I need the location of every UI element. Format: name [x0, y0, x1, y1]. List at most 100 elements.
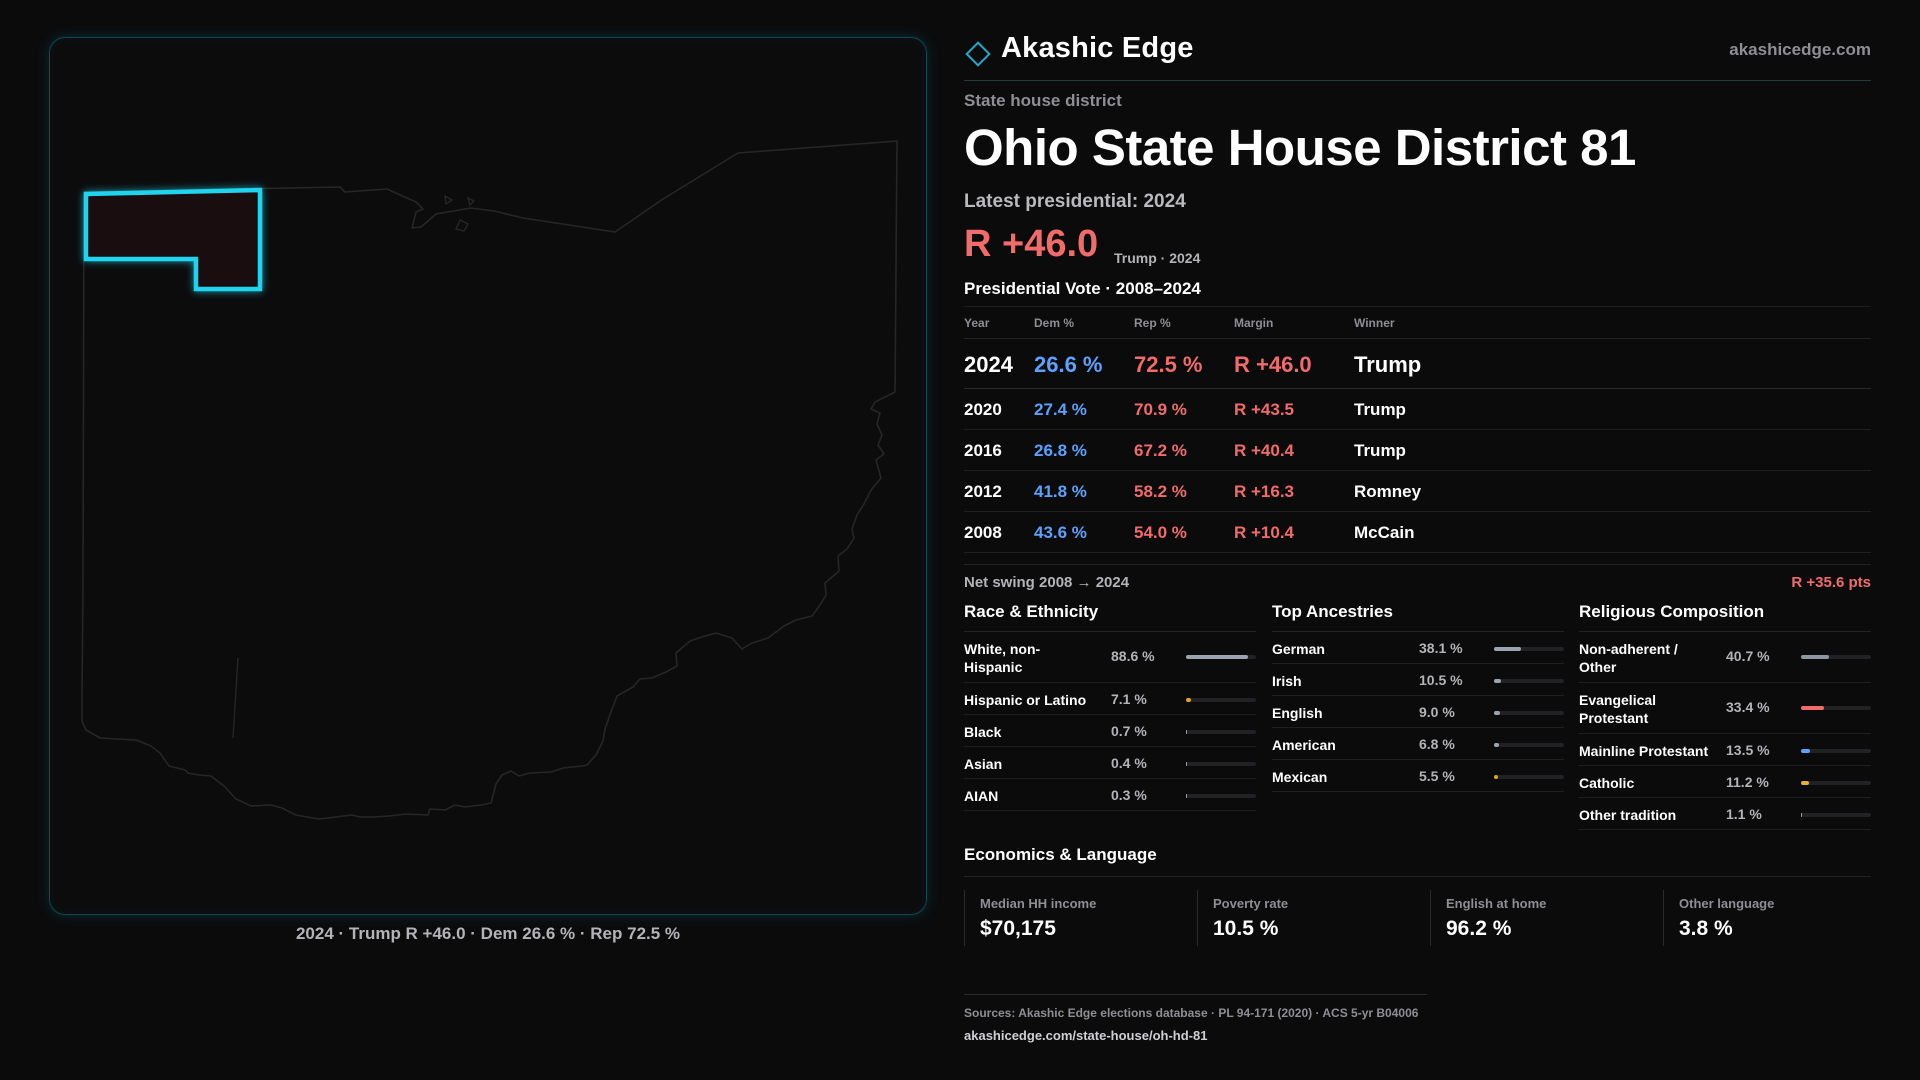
- table-row: 2020 27.4 % 70.9 % R +43.5 Trump: [964, 389, 1871, 430]
- stat-bar-fill: [1494, 775, 1498, 779]
- stat-row: Irish 10.5 %: [1272, 664, 1564, 696]
- column-header-rep: Rep %: [1134, 316, 1171, 330]
- latest-margin: R +46.0: [964, 223, 1099, 265]
- stat-bar: [1494, 647, 1564, 651]
- stat-bar-fill: [1801, 706, 1825, 710]
- economics-stat-label: English at home: [1446, 896, 1547, 911]
- row-rep: 58.2 %: [1134, 482, 1187, 501]
- stat-value: 7.1 %: [1111, 691, 1147, 707]
- economics-stats: Median HH income $70,175 Poverty rate 10…: [964, 890, 1871, 946]
- row-dem: 26.6 %: [1034, 352, 1103, 377]
- row-winner: Trump: [1354, 441, 1406, 460]
- map-caption: 2024 · Trump R +46.0 · Dem 26.6 % · Rep …: [295, 924, 681, 943]
- stat-bar: [1801, 781, 1871, 785]
- page-url-link[interactable]: akashicedge.com/state-house/oh-hd-81: [964, 1028, 1208, 1043]
- stat-value: 10.5 %: [1419, 672, 1463, 688]
- header: Akashic Edge akashicedge.com: [964, 30, 1871, 81]
- table-header: Year Dem % Rep % Margin Winner: [964, 307, 1871, 339]
- stat-bar: [1801, 655, 1871, 659]
- row-margin: R +10.4: [1234, 523, 1295, 542]
- stat-value: 1.1 %: [1726, 806, 1762, 822]
- lake-erie-island: [444, 194, 476, 232]
- stat-row: AIAN 0.3 %: [964, 779, 1256, 811]
- stat-bar-fill: [1186, 794, 1188, 798]
- stat-label: Hispanic or Latino: [964, 692, 1087, 708]
- religion-section: Religious Composition Non-adherent / Oth…: [1579, 600, 1871, 830]
- race-ethnicity-section: Race & Ethnicity White, non-Hispanic 88.…: [964, 600, 1256, 811]
- footer: Sources: Akashic Edge elections database…: [964, 994, 1427, 1043]
- diamond-logo-icon: [965, 41, 991, 67]
- net-swing: Net swing 2008 → 2024 R +35.6 pts: [964, 564, 1871, 594]
- row-dem: 43.6 %: [1034, 523, 1087, 542]
- ancestries-title: Top Ancestries: [1272, 600, 1564, 632]
- stat-bar: [1186, 794, 1256, 798]
- latest-margin-note: Trump · 2024: [1114, 250, 1201, 266]
- ancestries-section: Top Ancestries German 38.1 % Irish 10.5 …: [1272, 600, 1564, 792]
- stat-label: Other tradition: [1579, 807, 1677, 823]
- row-margin: R +40.4: [1234, 441, 1295, 460]
- stat-bar: [1186, 762, 1256, 766]
- stat-bar: [1494, 711, 1564, 715]
- brand-name: Akashic Edge: [1001, 32, 1194, 64]
- stat-bar-fill: [1801, 749, 1811, 753]
- stat-label: Irish: [1272, 673, 1302, 689]
- district-81-boundary[interactable]: [83, 187, 263, 292]
- stat-value: 40.7 %: [1726, 648, 1770, 664]
- row-year: 2020: [964, 400, 1002, 419]
- district-map[interactable]: [49, 37, 927, 915]
- stat-bar-fill: [1494, 711, 1501, 715]
- presidential-vote-title: Presidential Vote · 2008–2024: [964, 279, 1201, 298]
- race-ethnicity-title: Race & Ethnicity: [964, 600, 1256, 632]
- stat-bar: [1186, 698, 1256, 702]
- net-swing-label: Net swing 2008 → 2024: [964, 574, 1130, 591]
- stat-value: 33.4 %: [1726, 699, 1770, 715]
- stat-bar-fill: [1494, 647, 1521, 651]
- stat-value: 5.5 %: [1419, 768, 1455, 784]
- stat-bar: [1801, 706, 1871, 710]
- stat-label: Catholic: [1579, 775, 1635, 791]
- stat-value: 38.1 %: [1419, 640, 1463, 656]
- stat-label: Mexican: [1272, 769, 1328, 785]
- stat-row: Catholic 11.2 %: [1579, 766, 1871, 798]
- page-title: Ohio State House District 81: [964, 119, 1636, 176]
- stat-value: 0.3 %: [1111, 787, 1147, 803]
- row-winner: Romney: [1354, 482, 1422, 501]
- stat-bar: [1186, 655, 1256, 659]
- stat-value: 11.2 %: [1726, 774, 1769, 790]
- row-margin: R +46.0: [1234, 352, 1312, 377]
- stat-bar-fill: [1186, 655, 1249, 659]
- district-type-label: State house district: [964, 91, 1122, 110]
- site-link[interactable]: akashicedge.com: [1729, 40, 1871, 59]
- economics-stat-value: 3.8 %: [1679, 917, 1733, 940]
- stat-row: Mainline Protestant 13.5 %: [1579, 734, 1871, 766]
- stat-bar-fill: [1494, 743, 1499, 747]
- economics-stat-label: Other language: [1679, 896, 1775, 911]
- stat-bar: [1494, 679, 1564, 683]
- stat-label: Mainline Protestant: [1579, 743, 1709, 759]
- stat-row: Black 0.7 %: [964, 715, 1256, 747]
- table-row: 2016 26.8 % 67.2 % R +40.4 Trump: [964, 430, 1871, 471]
- stat-label: Asian: [964, 756, 1003, 772]
- stat-row: American 6.8 %: [1272, 728, 1564, 760]
- row-rep: 70.9 %: [1134, 400, 1187, 419]
- row-margin: R +16.3: [1234, 482, 1295, 501]
- row-winner: Trump: [1354, 352, 1422, 377]
- stat-bar: [1801, 813, 1871, 817]
- row-dem: 41.8 %: [1034, 482, 1087, 501]
- row-year: 2008: [964, 523, 1002, 542]
- table-row: 2012 41.8 % 58.2 % R +16.3 Romney: [964, 471, 1871, 512]
- stat-bar: [1494, 775, 1564, 779]
- stat-label: American: [1272, 737, 1336, 753]
- stat-bar-fill: [1494, 679, 1502, 683]
- stat-label: Evangelical Protestant: [1579, 692, 1657, 726]
- stat-label: AIAN: [964, 788, 999, 804]
- stat-bar: [1801, 749, 1871, 753]
- row-year: 2012: [964, 482, 1002, 501]
- row-margin: R +43.5: [1234, 400, 1295, 419]
- net-swing-value: R +35.6 pts: [1791, 574, 1871, 591]
- presidential-vote-table: Year Dem % Rep % Margin Winner 2024 26.6…: [964, 306, 1871, 553]
- column-header-year: Year: [964, 316, 990, 330]
- economics-stat: Median HH income $70,175: [964, 890, 1190, 946]
- state-line-segment: [232, 657, 239, 739]
- stat-bar-fill: [1186, 762, 1188, 766]
